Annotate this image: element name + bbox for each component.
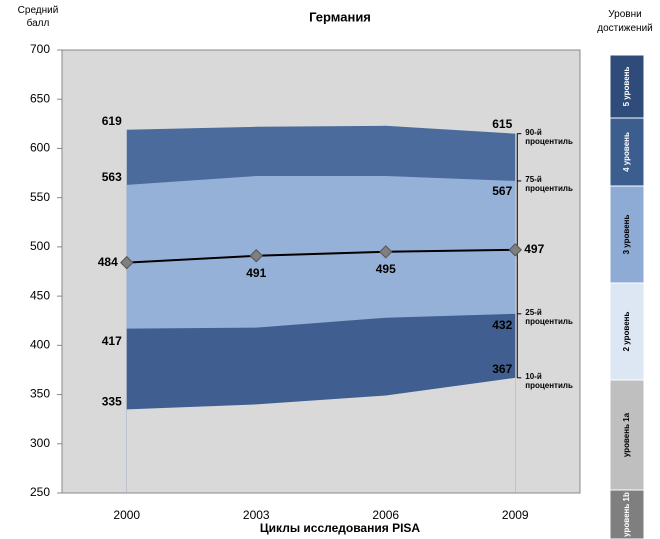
level-label: 3 уровень [622, 215, 631, 255]
y-tick-label: 600 [30, 141, 50, 155]
data-label: 563 [102, 170, 122, 184]
data-label: 432 [492, 318, 512, 332]
level-segment [609, 54, 645, 119]
percentile-note: 25-й процентиль [525, 307, 573, 326]
data-label: 367 [492, 362, 512, 376]
mean-marker [120, 255, 134, 270]
data-label: 567 [492, 184, 512, 198]
y-tick-label: 650 [30, 91, 50, 105]
percentile-note: 75-й процентиль [525, 174, 573, 193]
data-label: 417 [102, 334, 122, 348]
y-tick-label: 550 [30, 190, 50, 204]
x-tick-label: 2006 [372, 508, 399, 522]
mean-marker [379, 245, 393, 259]
percentile-note: 90-й процентиль [525, 127, 573, 146]
x-axis-label: Циклы исследования PISA [260, 521, 421, 535]
y-tick-label: 500 [30, 239, 50, 253]
level-segment [609, 489, 645, 539]
level-segment [609, 117, 645, 187]
data-label: 484 [98, 255, 118, 269]
y-tick-label: 700 [30, 42, 50, 56]
x-tick-label: 2003 [243, 508, 270, 522]
y-tick-label: 350 [30, 387, 50, 401]
levels-title: Уровни достижений [597, 9, 653, 34]
x-tick-label: 2009 [502, 508, 529, 522]
chart-title: Германия [309, 9, 371, 24]
level-segment [609, 379, 645, 491]
level-label: уровень 1a [622, 412, 631, 457]
mean-marker [508, 243, 522, 257]
level-segment [609, 185, 645, 284]
percentile-note: 10-й процентиль [525, 371, 573, 390]
y-tick-label: 400 [30, 338, 50, 352]
level-label: 4 уровень [622, 132, 631, 172]
level-label: 5 уровень [622, 67, 631, 107]
mean-marker [249, 249, 263, 263]
data-label: 335 [102, 394, 122, 408]
percentile-area [126, 377, 516, 492]
data-label: 619 [102, 114, 122, 128]
level-segment [609, 282, 645, 381]
level-label: уровень 1b [622, 492, 631, 537]
y-tick-label: 300 [30, 436, 50, 450]
data-label: 615 [492, 117, 512, 131]
data-label: 491 [246, 266, 266, 280]
data-label: 495 [376, 262, 396, 276]
x-tick-label: 2000 [113, 508, 140, 522]
level-label: 2 уровень [622, 312, 631, 352]
mean-line [126, 248, 516, 264]
y-tick-label: 250 [30, 485, 50, 499]
y-axis-label: Средний балл [17, 5, 59, 29]
data-label: 497 [524, 242, 544, 256]
y-tick-label: 450 [30, 288, 50, 302]
